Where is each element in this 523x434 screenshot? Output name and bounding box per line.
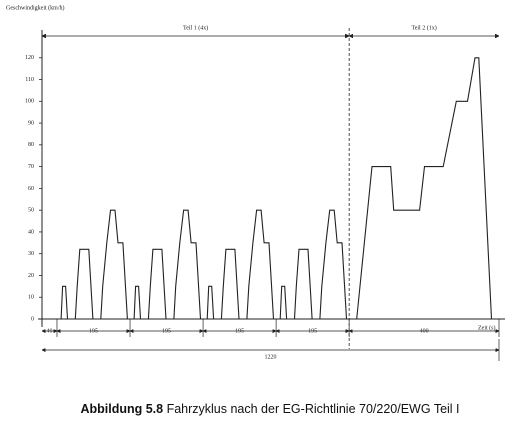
y-tick-label: 50 (28, 208, 34, 214)
y-tick-label: 60 (28, 186, 34, 192)
segment-label: 195 (308, 328, 317, 334)
y-tick-label: 100 (25, 99, 34, 105)
segment-label: 400 (420, 328, 429, 334)
y-tick-label: 40 (28, 229, 34, 235)
y-tick-label: 0 (31, 316, 34, 322)
caption-label: Abbildung 5.8 (80, 402, 163, 416)
y-axis-label: Geschwindigkeit (km/h) (6, 4, 65, 11)
segment-label: 40 (46, 328, 52, 334)
y-tick-label: 80 (28, 142, 34, 148)
y-tick-label: 70 (28, 164, 34, 170)
y-tick-label: 30 (28, 251, 34, 257)
y-tick-label: 120 (25, 55, 34, 61)
y-tick-label: 10 (28, 295, 34, 301)
x-axis-label: Zeit (s) (478, 324, 496, 331)
total-label: 1220 (265, 354, 277, 360)
y-tick-label: 20 (28, 273, 34, 279)
phase-label: Teil 2 (1x) (411, 24, 436, 31)
phase-label: Teil 1 (4x) (183, 24, 208, 31)
segment-label: 195 (235, 328, 244, 334)
y-tick-label: 90 (28, 120, 34, 126)
y-tick-label: 110 (25, 77, 34, 83)
caption: Abbildung 5.8 Fahrzyklus nach der EG-Ric… (80, 402, 459, 416)
segment-label: 195 (162, 328, 171, 334)
segment-label: 195 (89, 328, 98, 334)
speed-line (42, 57, 499, 320)
caption-text: Fahrzyklus nach der EG-Richtlinie 70/220… (167, 402, 460, 416)
